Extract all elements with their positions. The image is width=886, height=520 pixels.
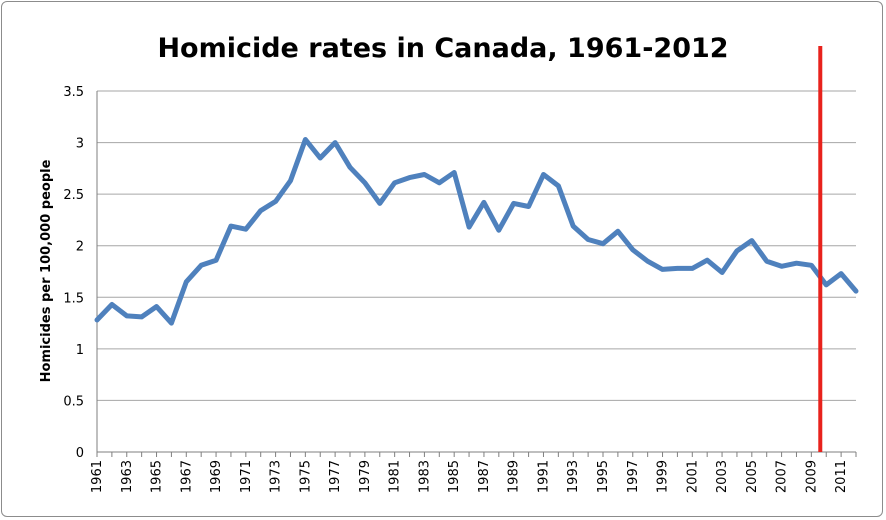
data-point: [631, 248, 635, 252]
x-tick-label: 2005: [745, 460, 760, 493]
data-point: [601, 242, 605, 246]
x-tick-label: 2001: [685, 460, 700, 493]
y-tick-label: 1.5: [63, 291, 84, 306]
x-tick-label: 2009: [804, 460, 819, 493]
data-point: [140, 315, 144, 319]
data-point: [288, 179, 292, 183]
data-point: [467, 225, 471, 229]
data-point: [794, 261, 798, 265]
data-point: [378, 201, 382, 205]
x-tick-label: 1961: [90, 460, 105, 493]
data-point: [780, 264, 784, 268]
series-group: [94, 137, 859, 326]
x-tick-label: 1985: [447, 460, 462, 493]
data-point: [184, 280, 188, 284]
x-tick-label: 1991: [536, 460, 551, 493]
x-tick-label: 2011: [834, 460, 849, 493]
y-tick-label: 1: [76, 343, 84, 358]
x-tick-label: 1989: [507, 460, 522, 493]
data-point: [125, 314, 129, 318]
x-tick-label: 1979: [358, 460, 373, 493]
y-tick-label: 3: [76, 137, 84, 152]
data-point: [616, 229, 620, 233]
data-point: [363, 181, 367, 185]
data-point: [422, 173, 426, 177]
x-tick-label: 1969: [209, 460, 224, 493]
data-point: [214, 258, 218, 262]
x-tick-label: 1993: [566, 460, 581, 493]
y-tick-label: 2: [76, 240, 84, 255]
data-point: [482, 200, 486, 204]
y-tick-label: 3.5: [63, 85, 84, 100]
data-point: [452, 170, 456, 174]
series-line: [94, 137, 859, 326]
x-tick-label: 1999: [656, 460, 671, 493]
data-point: [527, 205, 531, 209]
data-point: [393, 181, 397, 185]
x-tick-label: 1987: [477, 460, 492, 493]
x-tick-label: 2003: [715, 460, 730, 493]
x-axis: [96, 91, 857, 457]
data-point: [199, 263, 203, 267]
x-tick-label: 1981: [388, 460, 403, 493]
data-point: [765, 259, 769, 263]
data-point: [95, 318, 99, 322]
data-point: [303, 137, 307, 141]
data-point: [497, 228, 501, 232]
x-tick-label: 1995: [596, 460, 611, 493]
data-point: [690, 266, 694, 270]
x-tick-label: 2007: [775, 460, 790, 493]
x-tick-label: 1973: [269, 460, 284, 493]
data-point: [675, 266, 679, 270]
y-tick-label: 0.5: [63, 394, 84, 409]
data-point: [720, 271, 724, 275]
gridlines: [97, 90, 856, 401]
x-axis-ticks: 1961 1963 1965 1967 1969 1971 1973 1975 1977 1979…: [90, 460, 849, 493]
data-point: [541, 173, 545, 177]
data-point: [318, 156, 322, 160]
data-point: [169, 321, 173, 325]
x-tick-label: 1971: [239, 460, 254, 493]
y-tick-label: 2.5: [63, 188, 84, 203]
data-point: [274, 199, 278, 203]
x-tick-label: 1983: [417, 460, 432, 493]
y-tick-label: 0: [76, 446, 84, 461]
y-axis-label: Homicides per 100,000 people: [39, 159, 54, 382]
data-point: [110, 303, 114, 307]
data-point: [839, 272, 843, 276]
data-point: [408, 176, 412, 180]
data-point: [571, 224, 575, 228]
data-point: [661, 267, 665, 271]
data-point: [512, 201, 516, 205]
x-tick-label: 1977: [328, 460, 343, 493]
data-point: [155, 305, 159, 309]
data-point: [705, 258, 709, 262]
data-point: [229, 224, 233, 228]
data-point: [854, 289, 858, 293]
data-point: [333, 141, 337, 145]
data-point: [750, 239, 754, 243]
data-point: [348, 165, 352, 169]
x-tick-label: 1963: [120, 460, 135, 493]
data-point: [437, 181, 441, 185]
x-tick-label: 1967: [179, 460, 194, 493]
data-point: [735, 249, 739, 253]
data-point: [646, 259, 650, 263]
y-axis-ticks: 0 0.5 1 1.5 2 2.5 3 3.5: [63, 85, 84, 461]
chart-title: Homicide rates in Canada, 1961-2012: [157, 33, 728, 64]
x-tick-label: 1997: [626, 460, 641, 493]
data-point: [809, 263, 813, 267]
x-tick-label: 1965: [150, 460, 165, 493]
data-point: [244, 227, 248, 231]
data-point: [586, 238, 590, 242]
data-point: [259, 209, 263, 213]
data-point: [556, 184, 560, 188]
data-point: [824, 283, 828, 287]
x-tick-label: 1975: [298, 460, 313, 493]
